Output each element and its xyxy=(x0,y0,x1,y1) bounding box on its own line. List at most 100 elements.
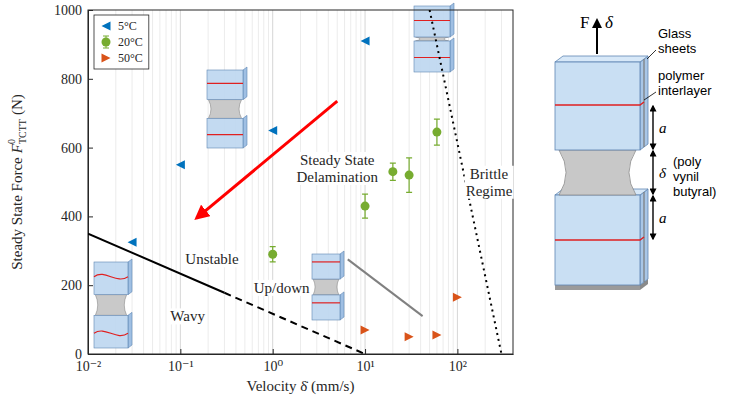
y-axis: 02004006008001000 xyxy=(54,3,93,362)
minor-grid-line xyxy=(263,10,264,354)
x-tick: 10⁻¹ xyxy=(168,349,194,374)
specimen-icon xyxy=(94,259,132,348)
data-point xyxy=(432,331,441,340)
minor-grid-line xyxy=(171,10,172,354)
text-line: Steady State xyxy=(300,152,375,168)
data-point xyxy=(361,325,370,334)
legend-box xyxy=(94,15,149,69)
tick-label: 10⁰ xyxy=(263,359,283,374)
icon-glass xyxy=(312,254,340,279)
minor-grid-line xyxy=(176,10,177,354)
regime-boundary xyxy=(224,293,365,354)
tick-label: 10⁻¹ xyxy=(168,359,194,374)
y-title-unit: (N) xyxy=(9,94,26,115)
dimension-label: a xyxy=(659,210,667,226)
legend-marker xyxy=(102,22,111,31)
annotation: Up/down xyxy=(254,280,310,296)
text-line: Brittle xyxy=(470,166,509,182)
grid-line xyxy=(180,10,181,354)
icon-glass-side xyxy=(128,259,132,295)
dimension-arrow xyxy=(652,196,653,239)
data-point xyxy=(453,293,462,302)
icon-delamination-front xyxy=(312,261,340,262)
icon-glass xyxy=(94,262,128,295)
tick-label: 800 xyxy=(61,72,82,87)
data-point xyxy=(128,238,137,247)
tick-mark xyxy=(180,349,181,354)
text-line: interlayer xyxy=(658,83,712,98)
icon-glass-side xyxy=(450,38,454,72)
specimen-icon xyxy=(207,67,247,148)
grid-line xyxy=(457,10,458,354)
y-axis-title: Steady State ForceF0TCTT(N) xyxy=(6,94,28,269)
tick-label: 10¹ xyxy=(356,359,374,374)
minor-grid-line xyxy=(244,10,245,354)
y-title-text: Steady State Force xyxy=(9,157,25,270)
icon-glass xyxy=(207,70,243,100)
x-axis: 10⁻²10⁻¹10⁰10¹10² xyxy=(76,349,514,374)
minor-grid-line xyxy=(208,10,209,354)
icon-glass xyxy=(312,295,340,320)
tick-mark xyxy=(273,349,274,354)
leader-line xyxy=(644,92,656,100)
glass-top xyxy=(555,56,648,62)
grid-line xyxy=(272,10,273,354)
icon-glass xyxy=(94,315,128,348)
minor-grid-line xyxy=(152,10,153,354)
tick-label: 0 xyxy=(75,347,82,362)
icon-glass xyxy=(414,41,450,72)
legend-entry: 20°C xyxy=(102,35,143,49)
minor-grid-line xyxy=(392,10,393,354)
annotation: Steady StateDelamination xyxy=(296,152,378,185)
annotations: Steady StateDelamination BrittleRegime Uns… xyxy=(169,152,513,324)
text-line: Delamination xyxy=(296,169,378,185)
minor-grid-line xyxy=(224,10,225,354)
legend-entry: 5°C xyxy=(102,19,137,33)
displacement-label: δ xyxy=(605,13,614,32)
icon-glass-side xyxy=(340,292,344,320)
tick-label: 600 xyxy=(61,141,82,156)
legend-label: 5°C xyxy=(118,19,137,33)
glass-front xyxy=(555,62,640,150)
series xyxy=(361,293,462,342)
text-line: vynil xyxy=(673,169,699,184)
annotation-patch xyxy=(169,308,206,324)
dimension-arrow xyxy=(652,106,653,149)
icon-interlayer xyxy=(208,100,241,119)
icon-interlayer xyxy=(415,37,448,41)
tick-mark xyxy=(88,148,93,149)
tick-label: 200 xyxy=(61,278,82,293)
icon-interlayer xyxy=(313,279,339,295)
minor-grid-line xyxy=(252,10,253,354)
icon-glass xyxy=(207,118,243,148)
glass-label: Glasssheets xyxy=(658,26,697,56)
specimen-icon xyxy=(414,3,454,72)
series xyxy=(128,36,370,246)
minor-grid-line xyxy=(268,10,269,354)
force-label: F xyxy=(580,13,589,32)
icon-delamination-front xyxy=(207,134,243,135)
annotation: BrittleRegime xyxy=(466,166,513,199)
tick-mark xyxy=(88,79,93,80)
text-line: Unstable xyxy=(185,251,239,267)
series xyxy=(268,119,441,262)
leader-line xyxy=(647,50,656,59)
data-point xyxy=(405,171,414,180)
legend-label: 50°C xyxy=(118,51,143,65)
legend-marker xyxy=(102,54,111,63)
annotation-patch xyxy=(465,166,514,199)
annotation: Wavy xyxy=(170,308,205,324)
legend-marker xyxy=(102,38,111,47)
annotation-patch xyxy=(253,280,311,296)
text-line: butyral) xyxy=(673,184,716,199)
data-point xyxy=(361,202,370,211)
annotation-patch xyxy=(184,251,240,267)
annotation-patch xyxy=(295,152,379,185)
minor-grid-line xyxy=(159,10,160,354)
minor-grid-line xyxy=(235,10,236,354)
icon-delamination-front xyxy=(414,57,450,58)
material-label: (polyvynilbutyral) xyxy=(673,154,716,199)
legend-label: 20°C xyxy=(118,35,143,49)
y-tick: 1000 xyxy=(54,3,93,18)
regime-boundary xyxy=(348,259,423,316)
